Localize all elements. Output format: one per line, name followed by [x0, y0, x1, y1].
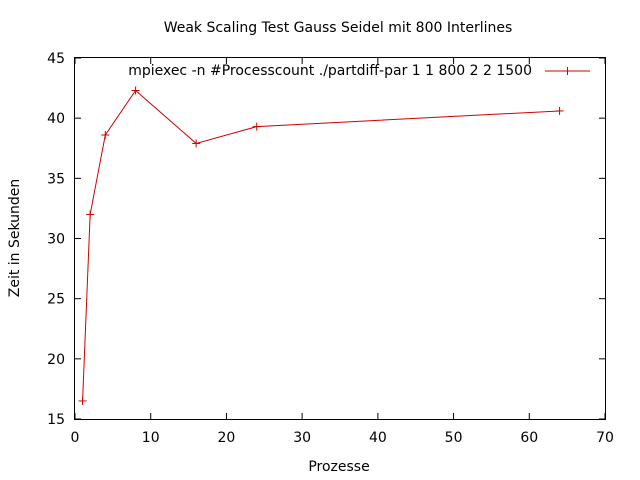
legend-entry-label: mpiexec -n #Processcount ./partdiff-par … [128, 63, 532, 79]
y-axis-ticks: 15 20 25 30 35 40 45 [47, 51, 605, 428]
series-layer [78, 86, 564, 405]
y-tick-label: 45 [47, 51, 65, 67]
y-tick-label: 30 [47, 232, 65, 248]
plot-frame [74, 57, 606, 420]
x-tick-label: 50 [445, 430, 463, 446]
x-tick-label: 70 [596, 430, 614, 446]
y-tick-label: 15 [47, 412, 65, 428]
y-tick-label: 40 [47, 111, 65, 127]
y-tick-label: 20 [47, 352, 65, 368]
data-point-4 [192, 139, 201, 148]
data-point-2 [101, 131, 110, 140]
y-tick-label: 25 [47, 292, 65, 308]
x-tick-label: 0 [71, 430, 80, 446]
x-tick-label: 10 [142, 430, 160, 446]
data-point-5 [252, 122, 261, 131]
y-tick-label: 35 [47, 171, 65, 187]
x-axis-label: Prozesse [308, 459, 369, 475]
data-point-3 [131, 86, 140, 95]
data-point-1 [86, 210, 95, 219]
data-point-6 [555, 106, 564, 115]
legend: mpiexec -n #Processcount ./partdiff-par … [128, 63, 590, 79]
data-point-0 [78, 396, 87, 405]
legend-marker-plus [563, 67, 572, 75]
x-tick-label: 60 [520, 430, 538, 446]
legend-marker [563, 67, 572, 75]
x-tick-label: 20 [218, 430, 236, 446]
chart-title: Weak Scaling Test Gauss Seidel mit 800 I… [164, 20, 513, 36]
x-tick-label: 40 [369, 430, 387, 446]
series-line-0 [82, 89, 560, 401]
x-axis-ticks: 0 10 20 30 40 50 60 70 [71, 58, 614, 446]
x-tick-label: 30 [293, 430, 311, 446]
y-axis-label: Zeit in Sekunden [7, 179, 23, 298]
